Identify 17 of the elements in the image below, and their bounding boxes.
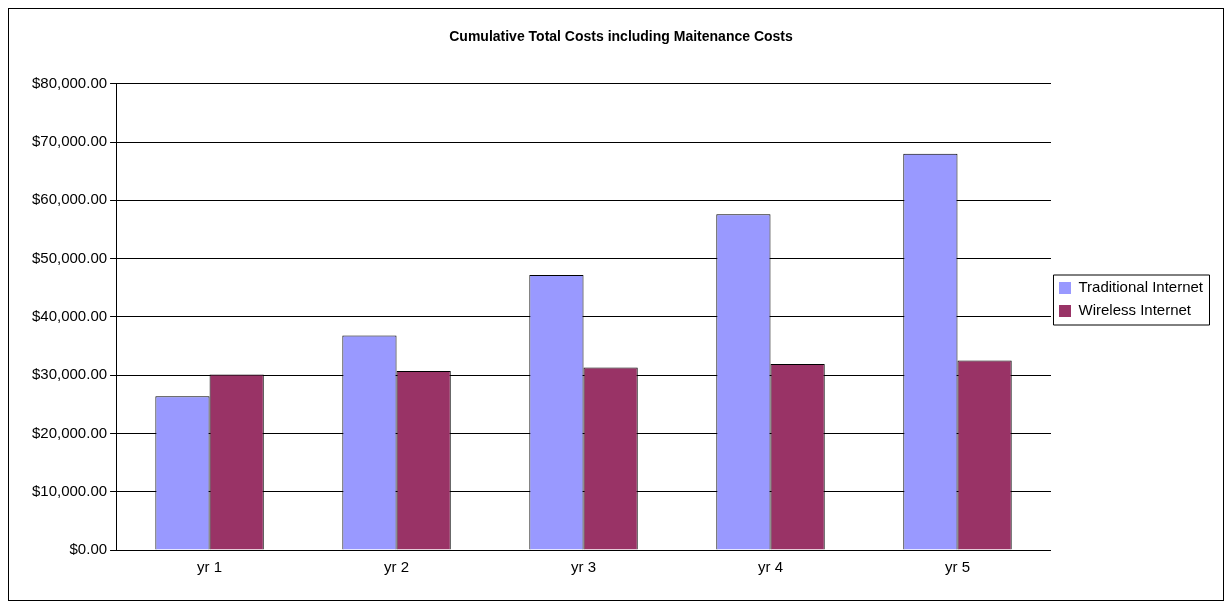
x-tick-label: yr 1 [197, 558, 223, 576]
x-tick-label: yr 3 [571, 558, 597, 576]
y-tick-label: $70,000.00 [32, 132, 108, 150]
chart-title: Cumulative Total Costs including Maitenance Costs [449, 28, 793, 45]
y-tick-label: $10,000.00 [32, 481, 108, 499]
x-tick-label: yr 5 [944, 558, 970, 576]
x-tick-label: yr 4 [758, 558, 784, 576]
y-tick-label: $0.00 [69, 540, 108, 558]
legend-label: Traditional Internet [1078, 278, 1204, 296]
legend-label: Wireless Internet [1078, 301, 1192, 319]
y-tick-label: $20,000.00 [32, 423, 108, 441]
y-tick-label: $80,000.00 [32, 73, 108, 91]
y-tick-label: $60,000.00 [32, 190, 108, 208]
y-tick-label: $40,000.00 [32, 307, 108, 325]
y-tick-label: $50,000.00 [32, 248, 108, 266]
x-tick-label: yr 2 [384, 558, 410, 576]
y-tick-label: $30,000.00 [32, 365, 108, 383]
